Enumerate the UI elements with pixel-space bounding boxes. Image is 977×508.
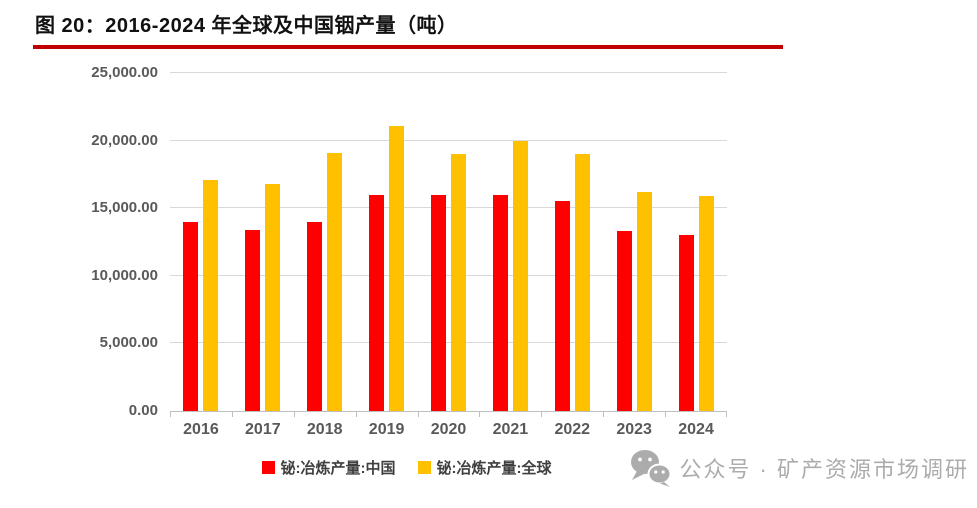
legend-item-china: 铋:冶炼产量:中国 <box>261 457 396 478</box>
bar-group-2023 <box>603 73 665 411</box>
bar-group-2019 <box>356 73 418 411</box>
bar-global-2017 <box>265 183 281 411</box>
x-axis-tick <box>231 411 233 417</box>
gridline <box>170 207 727 209</box>
bar-china-2018 <box>307 221 323 411</box>
x-tick-label-2018: 2018 <box>306 421 343 438</box>
gridline <box>170 139 727 141</box>
x-axis-tick <box>170 411 171 417</box>
bar-china-2016 <box>183 221 199 411</box>
watermark-text: 公众号 · 矿产资源市场调研 <box>679 457 969 482</box>
x-tick-label-2021: 2021 <box>492 421 529 438</box>
bar-china-2019 <box>369 194 385 411</box>
x-axis-tick <box>726 411 727 417</box>
chart-legend: 铋:冶炼产量:中国 铋:冶炼产量:全球 <box>261 457 552 478</box>
x-axis-tick <box>479 411 481 417</box>
legend-item-global: 铋:冶炼产量:全球 <box>417 457 552 478</box>
bar-global-2020 <box>450 154 466 411</box>
y-tick-label: 0.00 <box>128 402 158 419</box>
gridline <box>170 274 727 276</box>
x-axis-tick <box>603 411 605 417</box>
bar-global-2023 <box>636 191 652 411</box>
bar-group-2020 <box>418 73 480 411</box>
bar-global-2022 <box>574 154 590 411</box>
x-tick-label-2017: 2017 <box>245 421 281 438</box>
watermark: 公众号 · 矿产资源市场调研 <box>630 449 969 487</box>
bar-china-2017 <box>245 229 261 411</box>
bar-group-2022 <box>541 73 603 411</box>
bar-china-2021 <box>492 194 508 411</box>
bar-china-2024 <box>678 235 694 411</box>
bar-global-2019 <box>389 125 405 411</box>
legend-label-global: 铋:冶炼产量:全球 <box>436 460 552 477</box>
gridline <box>170 72 727 73</box>
y-tick-label: 15,000.00 <box>91 199 158 217</box>
legend-row: 铋:冶炼产量:中国 铋:冶炼产量:全球 <box>128 457 685 478</box>
figure-title: 图 20：2016-2024 年全球及中国铟产量（吨） <box>35 15 458 37</box>
legend-swatch-china <box>261 461 275 474</box>
y-axis: 0.00 5,000.00 10,000.00 15,000.00 20,000.00 2… <box>0 64 158 419</box>
x-tick-label-2024: 2024 <box>678 421 714 438</box>
x-tick-label-2022: 2022 <box>554 421 591 438</box>
wechat-icon <box>631 450 672 487</box>
bar-china-2023 <box>616 231 632 411</box>
title-underline <box>33 45 783 49</box>
gridline <box>170 342 727 344</box>
bar-china-2020 <box>430 194 446 411</box>
bar-group-2017 <box>232 73 294 411</box>
x-axis-tick <box>293 411 295 417</box>
y-tick-label: 25,000.00 <box>91 64 158 81</box>
y-tick-label: 20,000.00 <box>91 131 158 149</box>
x-tick-label-2016: 2016 <box>183 421 219 438</box>
x-axis-tick <box>665 411 667 417</box>
legend-swatch-global <box>417 461 431 474</box>
x-axis-tick <box>355 411 357 417</box>
legend-label-china: 铋:冶炼产量:中国 <box>280 460 396 477</box>
x-axis: 2016 2017 2018 2019 2020 2021 2022 2023 2024 <box>170 421 727 443</box>
bar-global-2018 <box>327 152 343 411</box>
bar-group-2018 <box>294 73 356 411</box>
bar-group-2024 <box>665 73 727 411</box>
x-axis-tick <box>417 411 419 417</box>
y-tick-label: 10,000.00 <box>91 266 158 284</box>
bar-china-2022 <box>554 201 570 411</box>
y-tick-label: 5,000.00 <box>99 334 158 352</box>
bar-global-2021 <box>512 140 528 411</box>
bar-global-2024 <box>698 196 714 411</box>
plot-area <box>170 72 727 417</box>
bar-group-2016 <box>170 73 232 411</box>
x-tick-label-2020: 2020 <box>430 421 467 438</box>
bar-global-2016 <box>203 179 219 411</box>
x-axis-tick <box>541 411 543 417</box>
x-tick-label-2023: 2023 <box>616 421 652 438</box>
bar-group-2021 <box>479 73 541 411</box>
x-tick-label-2019: 2019 <box>368 421 405 438</box>
